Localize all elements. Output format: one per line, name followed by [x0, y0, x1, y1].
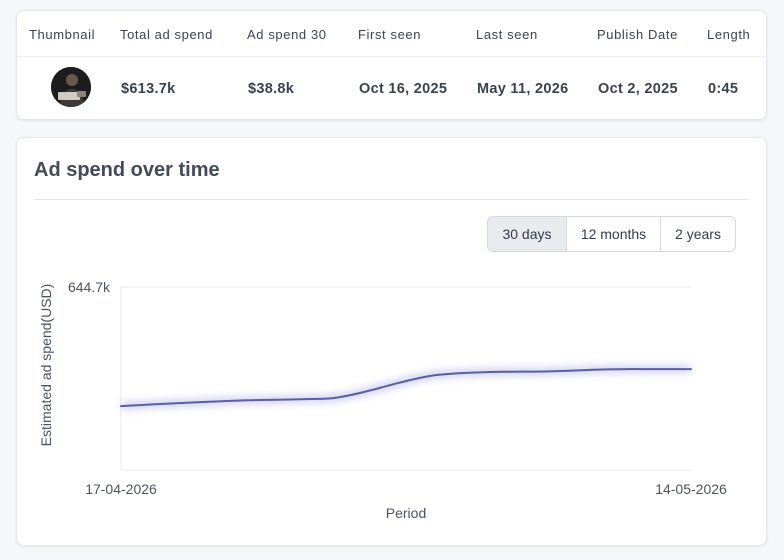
header-publish-date: Publish Date: [597, 27, 678, 42]
series-line: [120, 368, 692, 408]
chart-section-title: Ad spend over time: [34, 159, 220, 181]
range-12-months-button[interactable]: 12 months: [567, 217, 661, 251]
data-point-27-04-2026[interactable]: [329, 395, 335, 401]
x-tick-label-end: 14-05-2026: [655, 481, 727, 497]
video-thumbnail[interactable]: [51, 67, 91, 107]
data-point-26-04-2026[interactable]: [308, 396, 314, 402]
data-point-24-04-2026[interactable]: [266, 397, 272, 403]
ad-details-table: Thumbnail Total ad spend Ad spend 30 Fir…: [16, 10, 767, 120]
data-point-04-05-2026[interactable]: [477, 369, 483, 375]
ad-spend-line-chart: 644.7k 17-04-2026 14-05-2026 Period Esti…: [38, 279, 727, 521]
data-point-14-05-2026[interactable]: [688, 366, 694, 372]
data-point-08-05-2026[interactable]: [561, 368, 567, 374]
data-point-06-05-2026[interactable]: [519, 369, 525, 375]
data-point-03-05-2026[interactable]: [456, 370, 462, 376]
range-30-days-button[interactable]: 30 days: [488, 217, 567, 251]
data-point-21-04-2026[interactable]: [202, 399, 208, 405]
data-point-07-05-2026[interactable]: [540, 369, 546, 375]
y-tick-label-max: 644.7k: [68, 279, 111, 295]
data-point-29-04-2026[interactable]: [371, 386, 377, 392]
ad-spend-30-value: $38.8k: [248, 81, 295, 97]
data-point-11-05-2026[interactable]: [625, 366, 631, 372]
data-point-18-04-2026[interactable]: [139, 402, 145, 408]
publish-date-value: Oct 2, 2025: [598, 81, 678, 97]
header-ad-spend-30: Ad spend 30: [247, 27, 327, 42]
data-point-25-04-2026[interactable]: [287, 397, 293, 403]
title-divider: [34, 199, 749, 200]
data-point-12-05-2026[interactable]: [646, 366, 652, 372]
data-point-02-05-2026[interactable]: [435, 372, 441, 378]
thumbnail-image-icon: [51, 67, 91, 107]
header-last-seen: Last seen: [476, 27, 538, 42]
header-total-ad-spend: Total ad spend: [120, 27, 213, 42]
ad-spend-chart-card: Ad spend over time 30 days 12 months 2 y…: [16, 137, 767, 546]
last-seen-value: May 11, 2026: [477, 81, 569, 97]
header-first-seen: First seen: [358, 27, 422, 42]
data-point-23-04-2026[interactable]: [245, 397, 251, 403]
data-point-22-04-2026[interactable]: [224, 398, 230, 404]
data-point-19-04-2026[interactable]: [160, 401, 166, 407]
x-axis-title: Period: [386, 505, 426, 521]
data-point-17-04-2026[interactable]: [118, 403, 124, 409]
total-ad-spend-value: $613.7k: [121, 81, 176, 97]
length-value: 0:45: [708, 81, 739, 97]
data-point-13-05-2026[interactable]: [667, 366, 673, 372]
x-tick-label-start: 17-04-2026: [85, 481, 157, 497]
first-seen-value: Oct 16, 2025: [359, 81, 448, 97]
data-point-09-05-2026[interactable]: [582, 367, 588, 373]
data-point-30-04-2026[interactable]: [392, 381, 398, 387]
range-2-years-button[interactable]: 2 years: [675, 226, 721, 242]
data-point-05-05-2026[interactable]: [498, 369, 504, 375]
data-point-28-04-2026[interactable]: [350, 392, 356, 398]
header-thumbnail: Thumbnail: [29, 27, 96, 42]
data-point-01-05-2026[interactable]: [414, 376, 420, 382]
header-length: Length: [707, 27, 751, 42]
y-axis-title: Estimated ad spend(USD): [38, 284, 54, 447]
data-point-20-04-2026[interactable]: [181, 400, 187, 406]
range-toggle-group: 30 days 12 months 2 years: [487, 216, 736, 252]
data-point-10-05-2026[interactable]: [604, 366, 610, 372]
table-divider: [17, 56, 766, 57]
